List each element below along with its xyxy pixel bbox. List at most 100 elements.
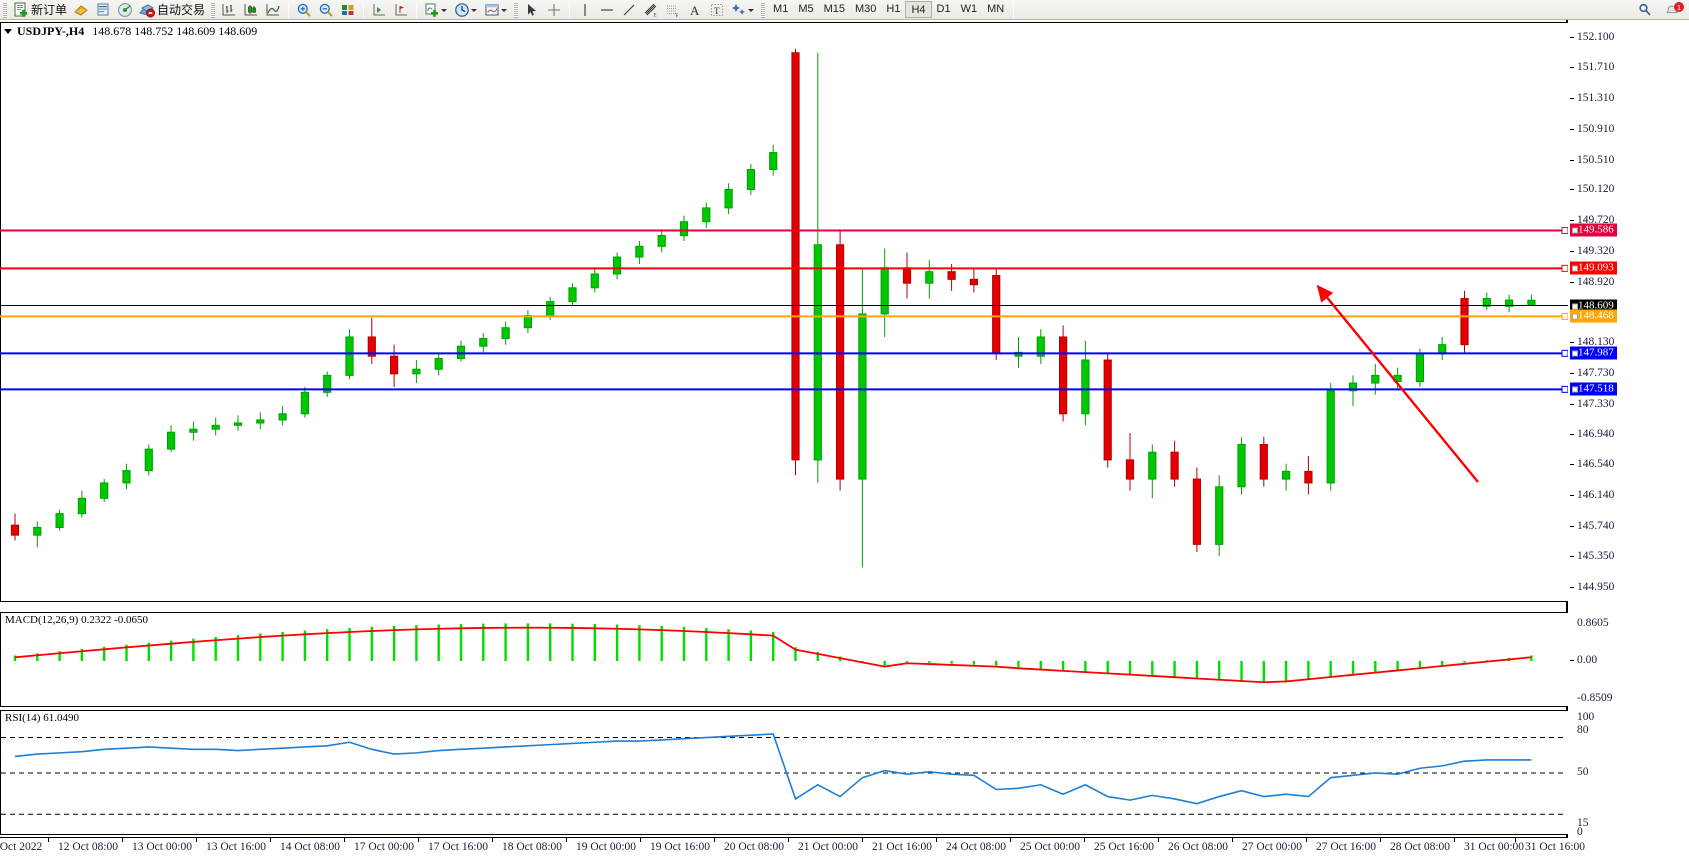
time-tick <box>1232 837 1233 842</box>
time-tick <box>492 837 493 842</box>
zoom-in-button[interactable] <box>293 1 315 19</box>
tf-m30[interactable]: M30 <box>855 3 877 15</box>
equidistant-channel-button[interactable]: E <box>640 1 662 19</box>
search-icon[interactable] <box>1637 2 1653 18</box>
zoom-out-icon <box>318 2 334 18</box>
tf-m5[interactable]: M5 <box>798 3 814 15</box>
text-label-button[interactable]: T <box>706 1 728 19</box>
templates-button[interactable] <box>70 1 92 19</box>
candlestick-plot <box>10 48 1536 568</box>
tf-d1[interactable]: D1 <box>936 3 951 15</box>
toolbar-grip[interactable] <box>3 1 7 18</box>
price-tick <box>1570 159 1574 161</box>
macd-plot <box>13 623 1533 684</box>
price-level-tag-pivot[interactable]: 148.468 <box>1570 309 1617 323</box>
bar-chart-button[interactable] <box>218 1 240 19</box>
macd-pane[interactable]: MACD(12,26,9) 0.2322 -0.0650 <box>0 612 1568 707</box>
fibonacci-icon: F <box>665 2 681 18</box>
rsi-pane[interactable]: RSI(14) 61.0490 <box>0 710 1568 835</box>
svg-text:E: E <box>654 13 657 18</box>
auto-trading-button[interactable]: 自动交易 <box>136 1 208 19</box>
time-tick-label: 13 Oct 00:00 <box>131 841 193 853</box>
templates-menu-button[interactable] <box>481 1 511 19</box>
tf-mn[interactable]: MN <box>987 3 1005 15</box>
tf-h1[interactable]: H1 <box>886 3 901 15</box>
macd-tick-label: -0.8509 <box>1577 692 1613 704</box>
time-tick <box>566 837 567 842</box>
price-tick <box>1570 342 1574 344</box>
indicators-button[interactable] <box>421 1 451 19</box>
auto-trading-label: 自动交易 <box>157 3 206 17</box>
alert-icon[interactable]: 1 <box>1665 1 1685 18</box>
autoscroll-icon <box>371 2 387 18</box>
price-axis[interactable]: 152.100 151.710 151.310 150.910 150.510 150.1… <box>1570 20 1689 838</box>
toolbar-grip-4[interactable] <box>761 1 766 18</box>
alert-badge-count: 1 <box>1677 3 1681 12</box>
toolbar-grip-3[interactable] <box>514 1 519 18</box>
chart-shift-button[interactable] <box>337 1 359 19</box>
vertical-line-button[interactable] <box>574 1 596 19</box>
price-tick-label: 144.950 <box>1577 580 1615 593</box>
macd-tick-label: 0.8605 <box>1577 617 1609 629</box>
crosshair-button[interactable] <box>543 1 565 19</box>
time-tick <box>788 837 789 842</box>
indicators-icon <box>424 2 440 18</box>
price-level-tag-resistance[interactable]: 149.586 <box>1570 223 1617 237</box>
time-tick-label: 25 Oct 00:00 <box>1019 841 1081 853</box>
price-tick-label: 151.310 <box>1577 92 1615 105</box>
fibonacci-button[interactable]: F <box>662 1 684 19</box>
time-tick-label: 24 Oct 08:00 <box>945 841 1007 853</box>
tf-m15[interactable]: M15 <box>823 3 845 15</box>
tf-h4[interactable]: H4 <box>905 1 932 18</box>
price-tick <box>1570 464 1574 466</box>
price-tick <box>1570 281 1574 283</box>
time-tick-label: 13 Oct 16:00 <box>205 841 267 853</box>
time-tick <box>1084 837 1085 842</box>
chart-shift-toggle[interactable] <box>390 1 412 19</box>
price-level-tag-resistance[interactable]: 149.093 <box>1570 261 1617 275</box>
price-tick <box>1570 373 1574 375</box>
signals-button[interactable] <box>114 1 136 19</box>
equidistant-channel-icon: E <box>643 2 659 18</box>
price-level-tag-support[interactable]: 147.987 <box>1570 346 1617 360</box>
candlestick-chart-button[interactable] <box>240 1 262 19</box>
time-tick-label: 19 Oct 00:00 <box>575 841 637 853</box>
time-tick <box>862 837 863 842</box>
autoscroll-button[interactable] <box>368 1 390 19</box>
price-tick <box>1570 525 1574 527</box>
cursor-button[interactable] <box>521 1 543 19</box>
chart-area[interactable]: USDJPY-,H4 148.678 148.752 148.609 148.6… <box>0 20 1689 859</box>
time-tick-label: 26 Oct 08:00 <box>1167 841 1229 853</box>
tf-w1[interactable]: W1 <box>960 3 978 15</box>
text-button[interactable]: A <box>684 1 706 19</box>
data-window-button[interactable] <box>92 1 114 19</box>
time-tick-label: 17 Oct 16:00 <box>427 841 489 853</box>
price-tick <box>1570 67 1574 69</box>
chart-menu-caret-icon[interactable] <box>4 29 12 34</box>
time-tick <box>936 837 937 842</box>
line-chart-button[interactable] <box>262 1 284 19</box>
time-tick <box>48 837 49 842</box>
chevron-down-icon-2[interactable] <box>470 2 478 18</box>
price-tick-label: 150.510 <box>1577 153 1615 166</box>
price-tick <box>1570 128 1574 130</box>
objects-button[interactable] <box>728 1 758 19</box>
templates-icon <box>73 2 89 18</box>
chevron-down-icon[interactable] <box>440 2 448 18</box>
toolbar-grip-2[interactable] <box>211 1 216 18</box>
trendline-button[interactable] <box>618 1 640 19</box>
price-tick-label: 146.940 <box>1577 427 1615 440</box>
horizontal-line-button[interactable] <box>596 1 618 19</box>
chevron-down-icon-4[interactable] <box>747 2 755 18</box>
chevron-down-icon-3[interactable] <box>500 2 508 18</box>
price-level-tag-support[interactable]: 147.518 <box>1570 382 1617 396</box>
time-tick <box>418 837 419 842</box>
new-order-button[interactable]: 新订单 <box>10 1 70 19</box>
period-button[interactable] <box>451 1 481 19</box>
time-axis[interactable]: 11 Oct 2022 12 Oct 08:00 13 Oct 00:00 13 Oc… <box>0 837 1585 859</box>
zoom-out-button[interactable] <box>315 1 337 19</box>
tf-m1[interactable]: M1 <box>773 3 789 15</box>
price-pane[interactable] <box>0 22 1568 602</box>
price-level-tag-last-price[interactable]: 148.609 <box>1570 299 1617 313</box>
price-tick <box>1570 98 1574 100</box>
